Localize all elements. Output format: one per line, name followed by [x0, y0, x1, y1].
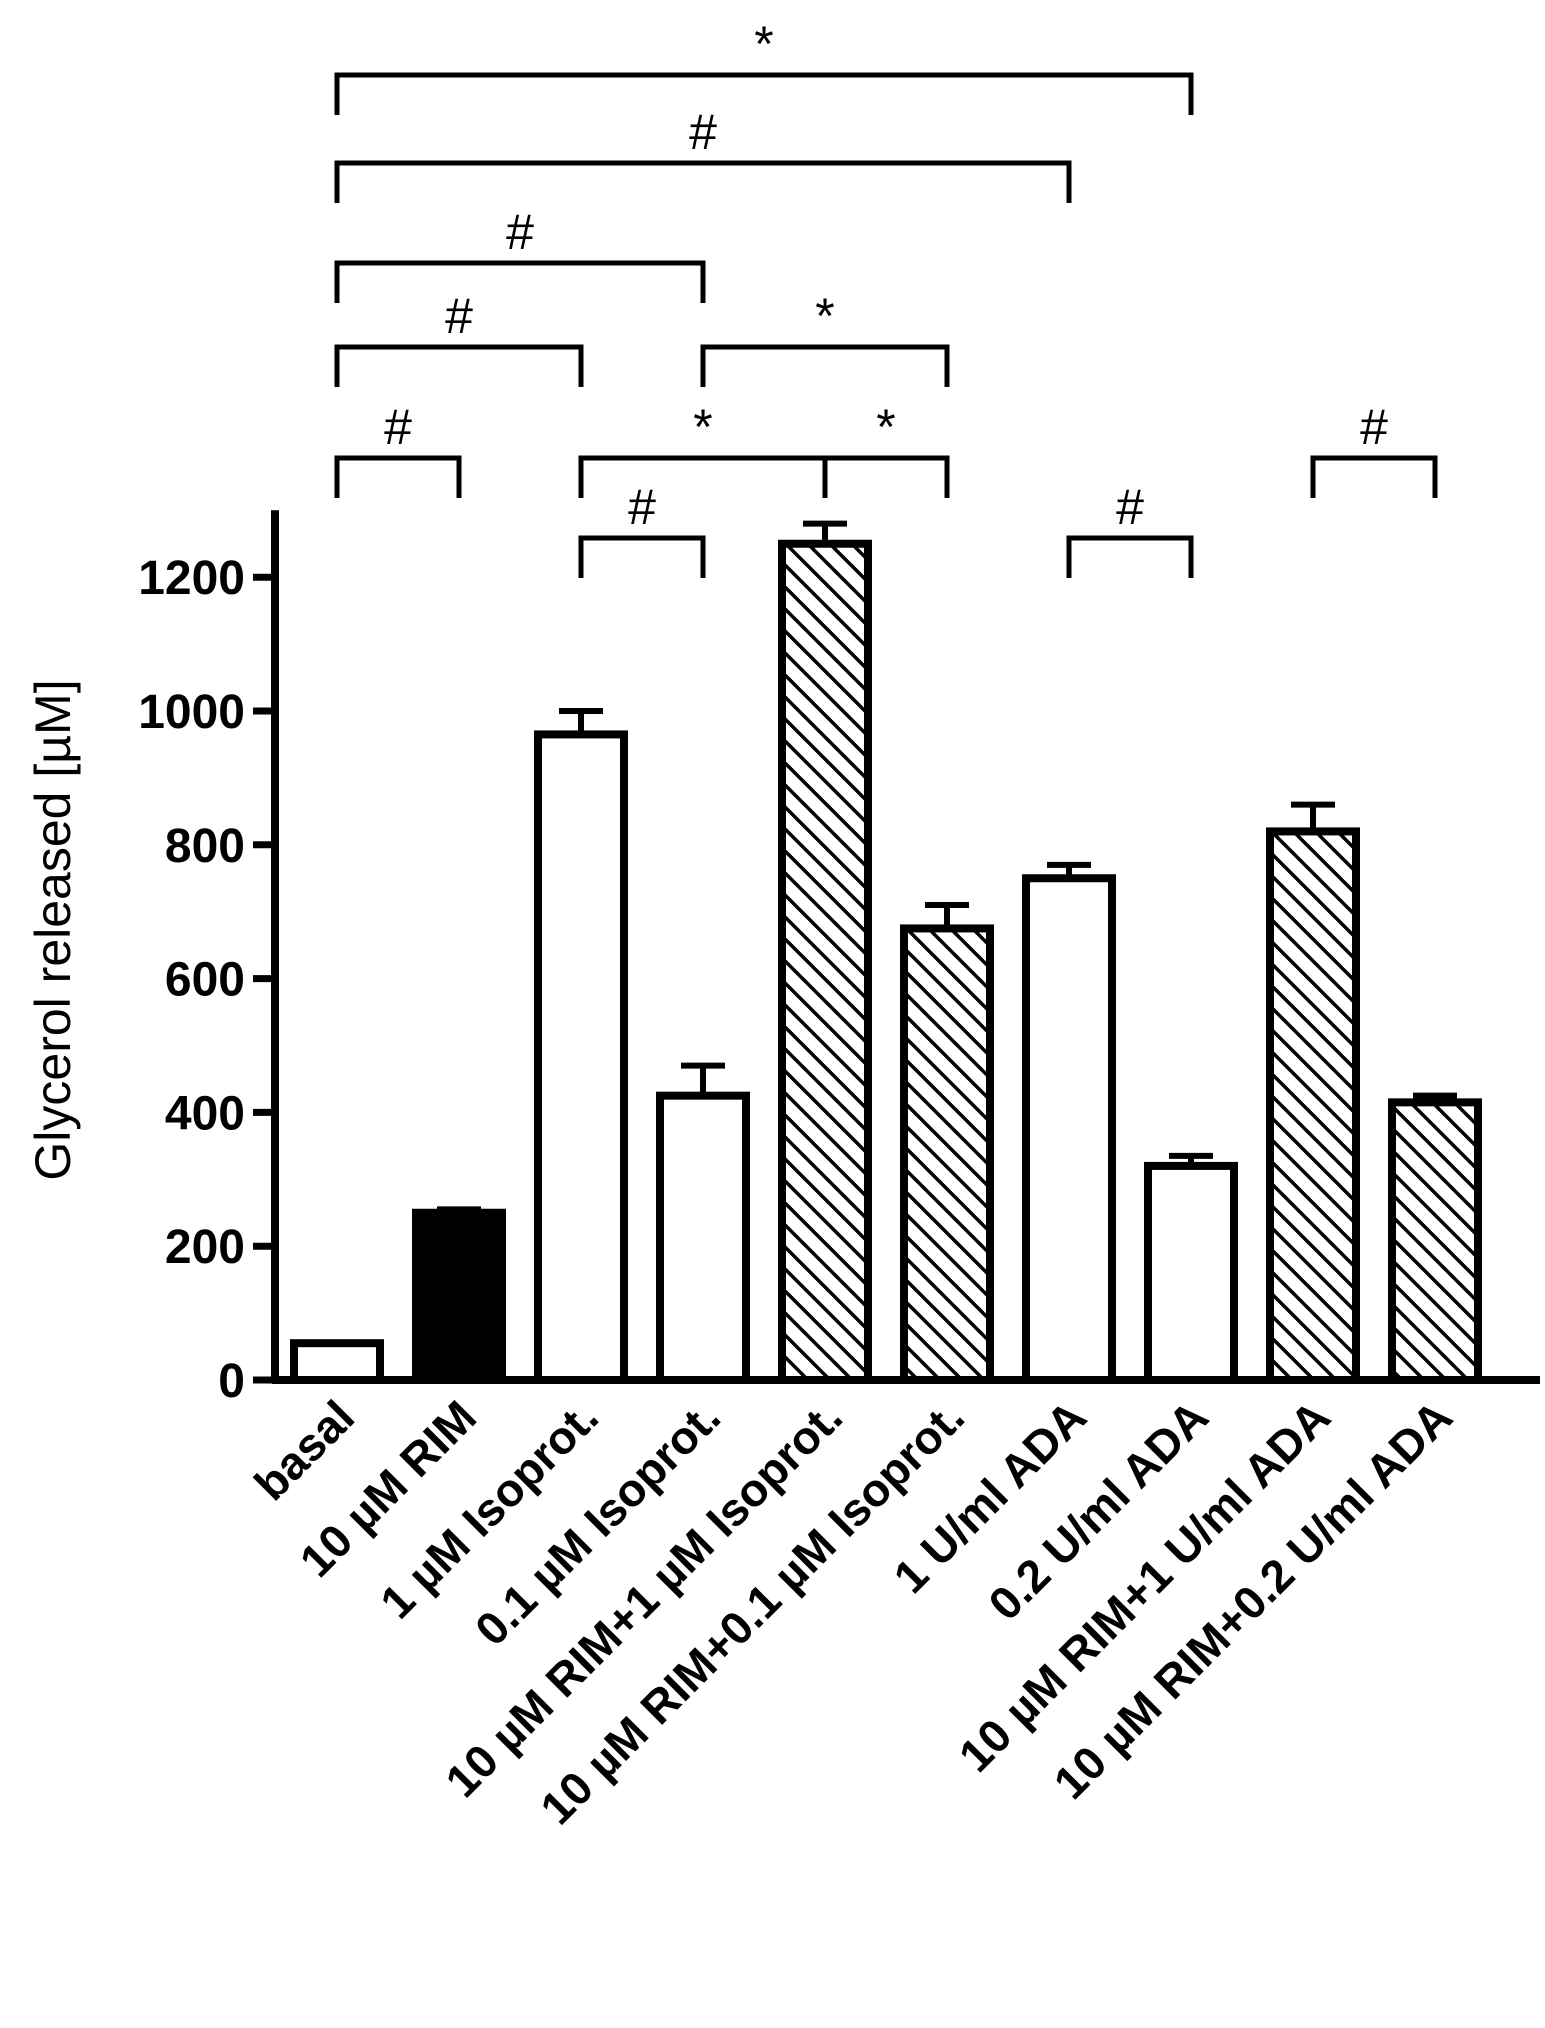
- significance-symbol-8: *: [876, 399, 895, 455]
- axes: [253, 510, 1540, 1384]
- significance-symbol-10: #: [1116, 479, 1144, 535]
- significance-symbol-1: *: [754, 16, 773, 72]
- significance-symbol-3: #: [506, 204, 534, 260]
- significance-symbol-11: #: [1360, 399, 1388, 455]
- y-tick-label-1200: 1200: [138, 552, 245, 605]
- bar-9: [1266, 827, 1360, 1384]
- significance-bracket-6: [334, 455, 462, 498]
- significance-symbol-9: #: [628, 479, 656, 535]
- significance-bracket-10: [1066, 535, 1194, 578]
- y-tick-label-0: 0: [218, 1355, 245, 1408]
- significance-brackets: * # # # * # * * # # #: [334, 16, 1438, 578]
- bar-4: [656, 1091, 750, 1385]
- significance-symbol-2: #: [689, 104, 717, 160]
- bar-5: [778, 539, 872, 1384]
- bar-6: [900, 924, 994, 1384]
- significance-bracket-11: [1310, 455, 1438, 498]
- bar-8: [1144, 1161, 1238, 1385]
- significance-symbol-4: #: [445, 288, 473, 344]
- significance-bracket-3: [334, 260, 706, 303]
- bar-2: [412, 1208, 506, 1384]
- significance-symbol-6: #: [384, 399, 412, 455]
- y-axis-title: Glycerol released [µM]: [25, 679, 81, 1180]
- bars: [290, 520, 1482, 1385]
- y-tick-label-800: 800: [165, 820, 245, 873]
- significance-bracket-9: [578, 535, 706, 578]
- significance-bracket-1: [334, 72, 1194, 115]
- significance-bracket-4: [334, 344, 584, 387]
- significance-bracket-8: [822, 455, 950, 498]
- significance-symbol-7: *: [693, 399, 712, 455]
- significance-bracket-5: [700, 344, 950, 387]
- significance-bracket-7: [578, 455, 828, 498]
- bar-1: [290, 1339, 384, 1384]
- y-tick-label-1000: 1000: [138, 686, 245, 739]
- significance-bracket-2: [334, 160, 1072, 203]
- y-tick-label-600: 600: [165, 954, 245, 1007]
- significance-symbol-5: *: [815, 288, 834, 344]
- x-tick-label-3: 1 µM Isoprot.: [370, 1390, 608, 1628]
- y-tick-label-400: 400: [165, 1087, 245, 1140]
- bar-10: [1388, 1098, 1482, 1384]
- y-tick-label-200: 200: [165, 1221, 245, 1274]
- bar-3: [534, 730, 628, 1384]
- bar-7: [1022, 874, 1116, 1384]
